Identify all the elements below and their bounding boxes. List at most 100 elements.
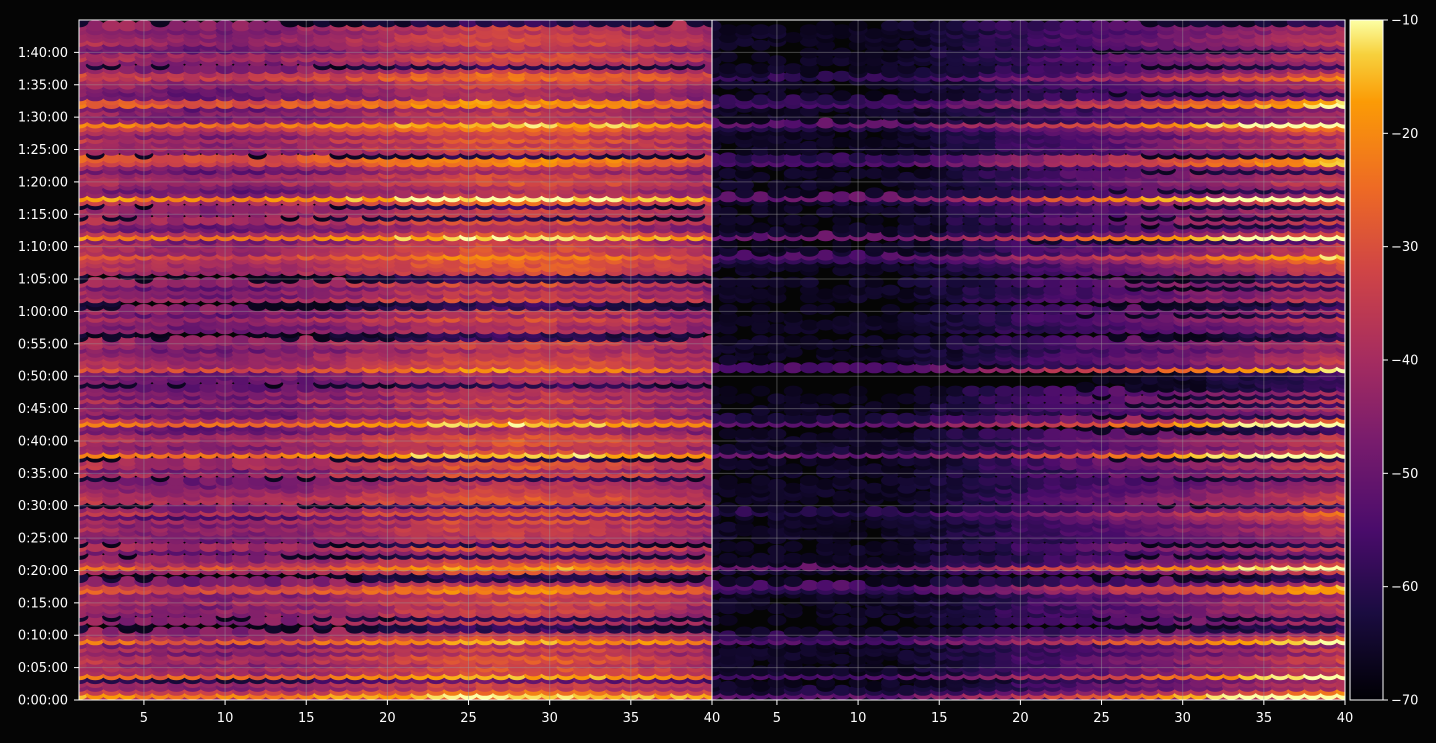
- heatmap-cell: [215, 541, 235, 552]
- heatmap-cell: [166, 475, 186, 486]
- heatmap-cell: [215, 455, 235, 467]
- heatmap-cell: [134, 614, 154, 626]
- heatmap-cell: [150, 541, 170, 552]
- heatmap-cell: [248, 541, 267, 552]
- heatmap-cell: [102, 626, 121, 638]
- heatmap-cell: [199, 455, 219, 467]
- heatmap-cell: [264, 502, 284, 514]
- heatmap-cell: [215, 552, 235, 564]
- heatmap-cell: [85, 541, 105, 552]
- heatmap-cell: [183, 304, 203, 315]
- heatmap-cell: [134, 541, 154, 552]
- heatmap-cell: [231, 475, 251, 486]
- heatmap-cell: [199, 576, 219, 587]
- heatmap-cell: [231, 626, 251, 638]
- heatmap-cell: [183, 475, 203, 486]
- heatmap-cell: [264, 614, 284, 626]
- heatmap-cell: [134, 552, 154, 564]
- heatmap-cell: [231, 335, 251, 347]
- heatmap-cell: [199, 335, 219, 347]
- heatmap-cell: [313, 475, 332, 486]
- heatmap-cell: [118, 475, 138, 486]
- heatmap-cell: [183, 541, 203, 552]
- heatmap-cell: [134, 455, 154, 467]
- heatmap-cell: [199, 541, 219, 552]
- heatmap-cell: [85, 626, 105, 638]
- heatmap-cell: [215, 475, 235, 486]
- heatmap-cell: [280, 541, 300, 552]
- heatmap-cell: [166, 541, 186, 552]
- heatmap-cell: [85, 576, 105, 587]
- heatmap-cell: [231, 455, 251, 467]
- heatmap-cell: [248, 502, 267, 514]
- heatmap-cell: [248, 626, 267, 638]
- heatmap-cell: [296, 576, 316, 587]
- heatmap-cell: [280, 614, 300, 626]
- heatmap-cell: [183, 381, 203, 393]
- heatmap-cell: [248, 381, 267, 393]
- heatmap-cell: [296, 626, 316, 638]
- heatmap-cell: [166, 552, 186, 564]
- heatmap-cell: [231, 276, 251, 288]
- heatmap-cell: [150, 276, 170, 288]
- heatmap-cell: [248, 614, 267, 626]
- heatmap-cell: [215, 502, 235, 514]
- heatmap-cell: [166, 576, 186, 587]
- heatmap-cell: [166, 614, 186, 626]
- heatmap-cell: [313, 576, 332, 587]
- heatmap-cell: [199, 276, 219, 288]
- heatmap-cell: [199, 381, 219, 393]
- heatmap-cell: [199, 475, 219, 486]
- heatmap-cell: [85, 552, 105, 564]
- heatmap-cell: [248, 475, 267, 486]
- heatmap-cell: [183, 502, 203, 514]
- heatmap-cell: [183, 626, 203, 638]
- heatmap-cell: [166, 502, 186, 514]
- heatmap-cell: [215, 626, 235, 638]
- heatmap-cell: [183, 455, 203, 467]
- heatmap-cell: [118, 541, 138, 552]
- heatmap-cell: [280, 475, 300, 486]
- heatmap-cell: [199, 614, 219, 626]
- heatmap-cell: [280, 576, 300, 587]
- heatmap-cell: [313, 455, 332, 467]
- heatmap-cell: [296, 541, 316, 552]
- heatmap-cell: [296, 614, 316, 626]
- heatmap-cell: [150, 576, 170, 587]
- heatmap-cell: [231, 304, 251, 315]
- heatmap-cell: [264, 455, 284, 467]
- heatmap-cell: [215, 576, 235, 587]
- heatmap-cell: [296, 455, 316, 467]
- heatmap-cell: [280, 455, 300, 467]
- heatmap-cell: [118, 576, 138, 587]
- heatmap-cell: [686, 572, 706, 584]
- heatmap-cell: [264, 552, 284, 564]
- heatmap-cell: [150, 614, 170, 626]
- heatmap-cell: [150, 626, 170, 638]
- heatmap-cell: [329, 576, 349, 587]
- heatmap-cell: [248, 552, 267, 564]
- heatmap-cell: [166, 626, 186, 638]
- heatmap-cell: [102, 276, 121, 288]
- heatmap-cell: [118, 455, 138, 467]
- heatmap-cell: [85, 614, 105, 626]
- heatmap-cell: [215, 381, 235, 393]
- heatmap-cell: [264, 541, 284, 552]
- heatmap-cell: [150, 455, 170, 467]
- heatmap-cell: [231, 541, 251, 552]
- heatmap-cell: [85, 276, 105, 288]
- heatmap-cell: [134, 475, 154, 486]
- heatmap-cell: [102, 552, 121, 564]
- heatmap-cell: [199, 552, 219, 564]
- heatmap-cell: [231, 576, 251, 587]
- heatmap-cell: [248, 576, 267, 587]
- heatmap-cell: [150, 304, 170, 315]
- heatmap-cell: [329, 276, 349, 288]
- heatmap-cell: [199, 502, 219, 514]
- heatmap-cell: [118, 614, 138, 626]
- heatmap-cell: [280, 381, 300, 393]
- heatmap-cell: [296, 381, 316, 393]
- heatmap-cell: [150, 552, 170, 564]
